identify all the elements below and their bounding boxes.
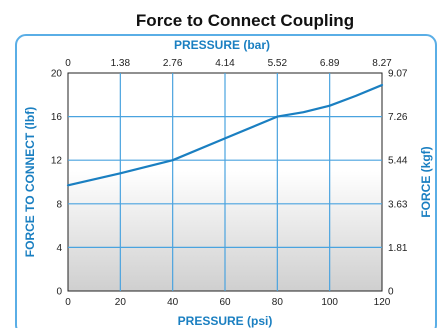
- x-tick-label: 60: [219, 297, 231, 308]
- x-tick-label: 20: [115, 297, 127, 308]
- x2-tick-label: 8.27: [372, 58, 392, 69]
- series-line: [66, 83, 384, 187]
- x2-tick-label: 0: [65, 58, 71, 69]
- y2-tick-label: 9.07: [388, 69, 408, 80]
- x2-tick-label: 6.89: [320, 58, 340, 69]
- chart-title: Force to Connect Coupling: [136, 11, 354, 30]
- x-axis-ticks: 0 20 40 60 80 100 120: [65, 297, 391, 308]
- x-tick-label: 120: [374, 297, 391, 308]
- x-tick-label: 100: [321, 297, 338, 308]
- y-tick-label: 8: [56, 199, 62, 210]
- x-tick-label: 80: [272, 297, 284, 308]
- grid-lines: [68, 73, 382, 291]
- y-tick-label: 4: [56, 243, 62, 254]
- y-axis-title: FORCE TO CONNECT (lbf): [23, 107, 37, 257]
- y-tick-label: 16: [51, 112, 63, 123]
- x2-tick-label: 5.52: [268, 58, 288, 69]
- y2-axis-ticks: 0 1.81 3.63 5.44 7.26 9.07: [388, 69, 408, 298]
- x-axis-title: PRESSURE (psi): [178, 314, 273, 328]
- x2-axis-ticks: 0 1.38 2.76 4.14 5.52 6.89 8.27: [65, 58, 392, 69]
- y2-tick-label: 5.44: [388, 156, 408, 167]
- x2-tick-label: 1.38: [111, 58, 131, 69]
- y2-tick-label: 7.26: [388, 112, 408, 123]
- y2-tick-label: 3.63: [388, 199, 408, 210]
- y-tick-label: 0: [56, 287, 62, 298]
- y-tick-label: 20: [51, 69, 63, 80]
- x2-tick-label: 2.76: [163, 58, 183, 69]
- x-tick-label: 0: [65, 297, 71, 308]
- x2-axis-title: PRESSURE (bar): [174, 38, 270, 52]
- y2-tick-label: 0: [388, 287, 394, 298]
- x2-tick-label: 4.14: [215, 58, 235, 69]
- y-axis-ticks: 0 4 8 12 16 20: [51, 69, 63, 298]
- y2-tick-label: 1.81: [388, 243, 408, 254]
- x-tick-label: 40: [167, 297, 179, 308]
- y-tick-label: 12: [51, 156, 63, 167]
- y2-axis-title: FORCE (kgf): [419, 146, 433, 217]
